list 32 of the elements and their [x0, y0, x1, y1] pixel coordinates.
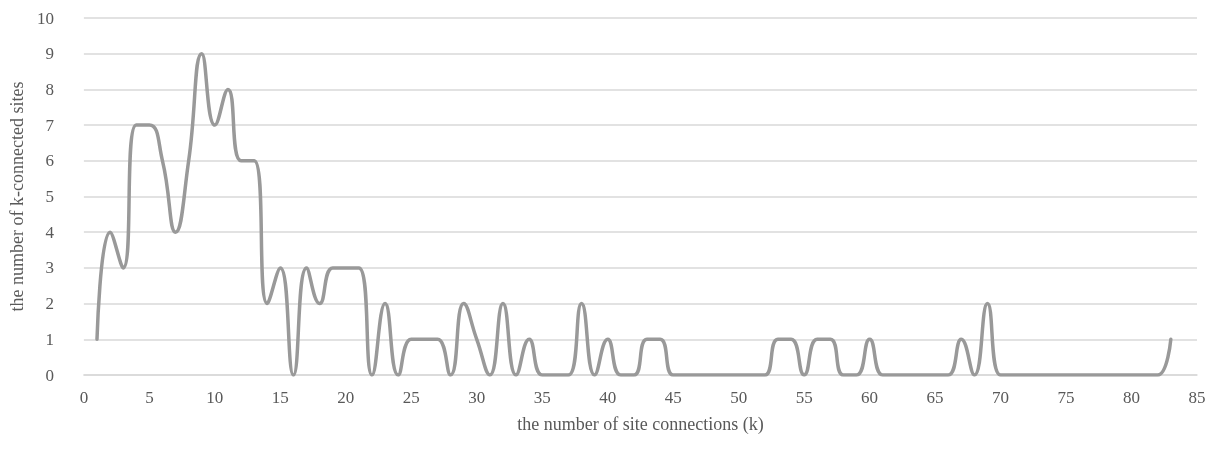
y-tick-label: 1: [45, 329, 54, 349]
x-tick-label: 5: [145, 388, 154, 407]
y-tick-label: 3: [45, 258, 54, 278]
x-tick-label: 10: [206, 388, 224, 407]
x-tick-label: 30: [468, 388, 486, 407]
y-tick-label: 8: [45, 79, 54, 99]
x-tick-label: 15: [271, 388, 289, 407]
y-tick-label: 0: [45, 365, 54, 385]
y-tick-label: 5: [45, 187, 54, 206]
x-tick-label: 60: [861, 388, 879, 407]
x-tick-label: 35: [533, 388, 551, 407]
x-tick-label: 75: [1057, 388, 1075, 407]
x-tick-label: 45: [664, 388, 682, 407]
x-tick-label: 0: [79, 388, 89, 407]
x-tick-label: 25: [402, 388, 420, 407]
y-tick-label: 9: [45, 44, 54, 64]
y-tick-label: 10: [36, 8, 54, 28]
x-tick-label: 55: [795, 388, 813, 407]
line-series: [95, 51, 1173, 377]
y-tick-label: 6: [45, 151, 54, 171]
y-tick-label: 2: [45, 294, 54, 314]
y-axis-title: the number of k-connected sites: [7, 81, 27, 312]
y-tick-label: 4: [45, 222, 55, 242]
x-tick-label: 85: [1188, 388, 1206, 407]
y-tick-label: 7: [45, 115, 55, 135]
x-tick-label: 20: [337, 388, 355, 407]
x-axis-title: the number of site connections (k): [517, 414, 764, 435]
x-tick-label: 80: [1123, 388, 1141, 407]
x-tick-label: 40: [599, 388, 617, 407]
x-tick-label: 50: [730, 388, 748, 407]
x-tick-label: 65: [926, 388, 944, 407]
x-tick-label: 70: [992, 388, 1010, 407]
